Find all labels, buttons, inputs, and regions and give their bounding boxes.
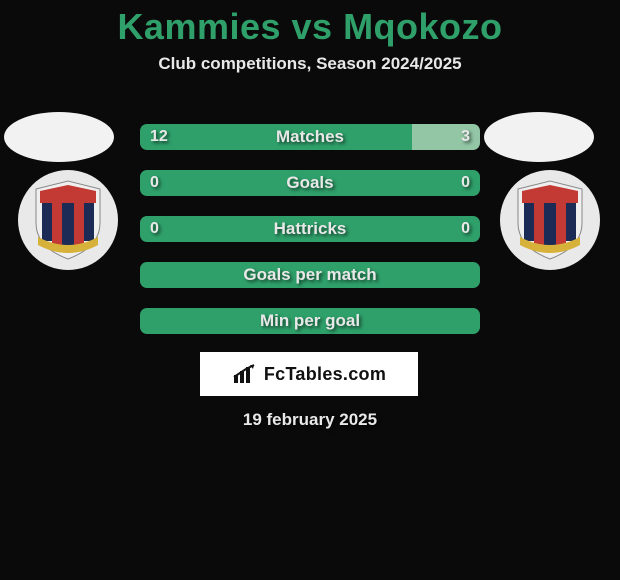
stat-label: Goals per match: [140, 262, 480, 288]
stat-row: Hattricks0 0: [140, 216, 480, 242]
player-avatar-right: [484, 112, 594, 162]
comparison-title: Kammies vs Mqokozo: [0, 0, 620, 48]
fctables-watermark: FcTables.com: [200, 352, 418, 396]
stat-value-right: 0: [461, 170, 470, 196]
stat-row: Min per goal: [140, 308, 480, 334]
club-badge-left: [18, 170, 118, 270]
comparison-date: 19 february 2025: [0, 410, 620, 430]
shield-icon: [514, 179, 586, 261]
stat-label: Min per goal: [140, 308, 480, 334]
stat-row: Matches12 3: [140, 124, 480, 150]
stat-label: Goals: [140, 170, 480, 196]
stat-value-left: 12: [150, 124, 168, 150]
stat-rows: Matches123Goals00Hattricks00Goals per ma…: [140, 124, 480, 354]
stat-label: Matches: [140, 124, 480, 150]
comparison-subtitle: Club competitions, Season 2024/2025: [0, 54, 620, 74]
player-avatar-left: [4, 112, 114, 162]
club-badge-right: [500, 170, 600, 270]
stat-row: Goals0 0: [140, 170, 480, 196]
stat-value-left: 0: [150, 216, 159, 242]
bar-chart-icon: [232, 363, 258, 385]
shield-icon: [32, 179, 104, 261]
fctables-text: FcTables.com: [264, 364, 386, 385]
stat-label: Hattricks: [140, 216, 480, 242]
stat-row: Goals per match: [140, 262, 480, 288]
stat-value-right: 3: [461, 124, 470, 150]
stat-value-left: 0: [150, 170, 159, 196]
stat-value-right: 0: [461, 216, 470, 242]
